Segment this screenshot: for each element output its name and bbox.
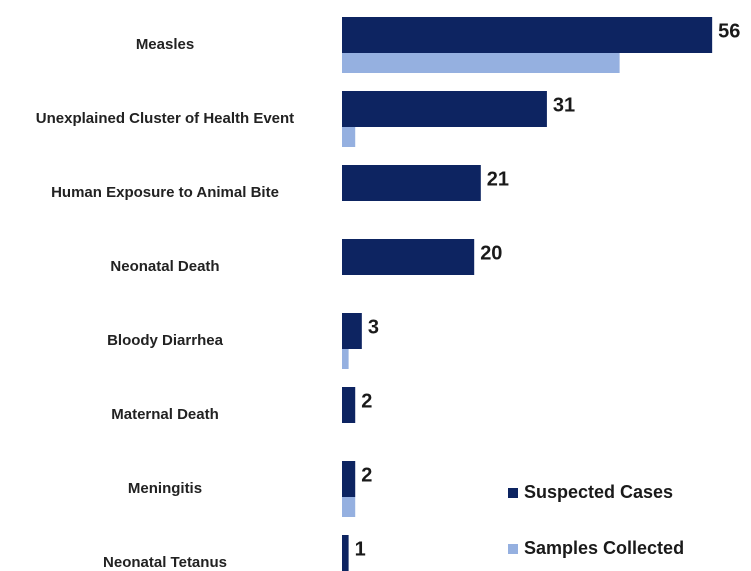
category-label: Neonatal Tetanus xyxy=(103,554,227,571)
value-label: 1 xyxy=(355,538,366,560)
legend-label: Samples Collected xyxy=(524,538,684,558)
bar xyxy=(342,239,475,275)
bar xyxy=(342,17,713,53)
category-label: Maternal Death xyxy=(111,406,219,423)
bar xyxy=(342,387,356,423)
value-label: 2 xyxy=(361,390,372,412)
value-label: 31 xyxy=(553,94,575,116)
legend-swatch xyxy=(508,488,518,498)
bar xyxy=(342,461,356,497)
bar xyxy=(342,349,349,369)
legend-label: Suspected Cases xyxy=(524,482,673,502)
value-label: 20 xyxy=(480,242,502,264)
bar xyxy=(342,53,620,73)
category-label: Bloody Diarrhea xyxy=(107,332,223,349)
value-label: 56 xyxy=(718,20,740,42)
bar xyxy=(342,165,481,201)
legend-swatch xyxy=(508,544,518,554)
bar xyxy=(342,127,356,147)
value-label: 2 xyxy=(361,464,372,486)
category-label: Neonatal Death xyxy=(110,258,220,275)
bar xyxy=(342,313,362,349)
category-label: Human Exposure to Animal Bite xyxy=(51,184,279,201)
category-label: Unexplained Cluster of Health Event xyxy=(35,110,295,127)
value-label: 21 xyxy=(487,168,509,190)
category-label: Measles xyxy=(135,36,195,53)
bar xyxy=(342,535,349,571)
bar xyxy=(342,497,356,517)
bar xyxy=(342,91,547,127)
category-label: Meningitis xyxy=(127,480,203,497)
value-label: 3 xyxy=(368,316,379,338)
